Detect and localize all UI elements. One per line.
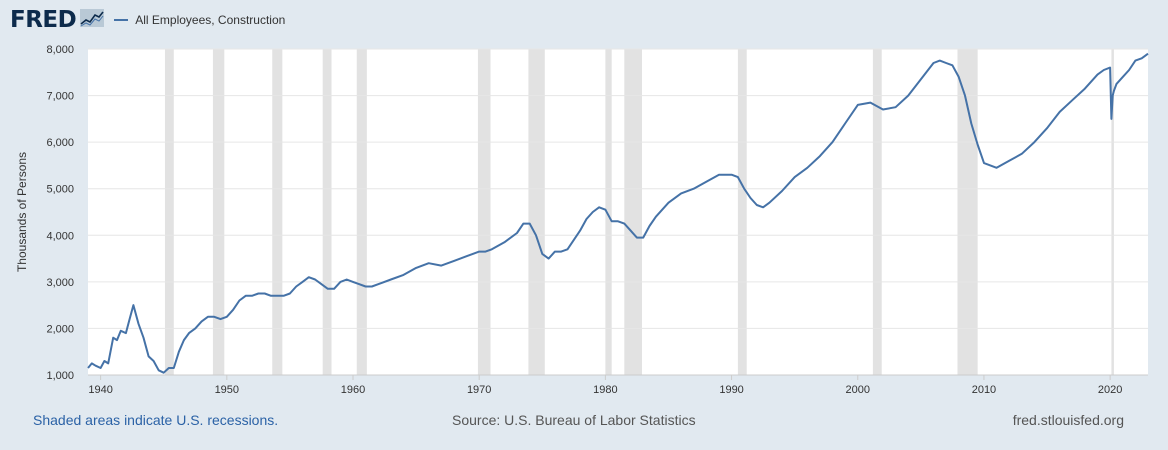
- legend-label: All Employees, Construction: [135, 13, 286, 27]
- x-tick-label: 1980: [593, 384, 617, 396]
- x-tick-label: 1970: [467, 384, 491, 396]
- y-tick-label: 3,000: [46, 277, 74, 289]
- grid-lines: [88, 48, 1148, 376]
- x-axis-ticks: 1940 1950 1960 1970 1980 1990 2000 2010 2020: [88, 375, 1122, 396]
- series-layer: [87, 52, 1149, 374]
- recession-band: [957, 49, 978, 375]
- recession-band: [477, 49, 491, 375]
- legend-swatch: [114, 19, 129, 21]
- recession-band: [624, 49, 642, 375]
- y-tick-label: 4,000: [46, 230, 74, 242]
- line-chart: Thousands of Persons 1,000 2,000 3,000 4,00…: [15, 44, 1149, 396]
- chart-legend: All Employees, Construction: [114, 13, 285, 27]
- y-tick-label: 1,000: [46, 370, 74, 382]
- x-tick-label: 2020: [1098, 384, 1122, 396]
- recession-band: [212, 49, 225, 375]
- recession-band: [1111, 49, 1114, 375]
- recession-band: [272, 49, 283, 375]
- recession-band: [356, 49, 367, 375]
- y-tick-label: 6,000: [46, 137, 74, 149]
- chart-line-icon: [80, 8, 105, 32]
- x-tick-label: 1960: [341, 384, 365, 396]
- x-tick-label: 2000: [846, 384, 870, 396]
- recession-band: [737, 49, 747, 375]
- recession-bands: [164, 49, 1114, 375]
- source-note: Source: U.S. Bureau of Labor Statistics: [452, 412, 696, 428]
- y-tick-label: 8,000: [46, 44, 74, 56]
- x-tick-label: 1990: [719, 384, 743, 396]
- x-tick-label: 1940: [88, 384, 112, 396]
- x-tick-label: 1950: [215, 384, 239, 396]
- y-axis-ticks: 1,000 2,000 3,000 4,000 5,000 6,000 7,000 8,000: [46, 44, 74, 382]
- recession-band: [528, 49, 545, 375]
- recession-band: [164, 49, 174, 375]
- recession-band: [322, 49, 332, 375]
- x-tick-label: 2010: [972, 384, 996, 396]
- y-tick-label: 2,000: [46, 323, 74, 335]
- y-axis-title: Thousands of Persons: [15, 152, 29, 272]
- site-link[interactable]: fred.stlouisfed.org: [1012, 412, 1124, 428]
- chart-footer: Shaded areas indicate U.S. recessions. S…: [0, 412, 1168, 432]
- recession-note-link[interactable]: Shaded areas indicate U.S. recessions.: [33, 412, 279, 428]
- y-tick-label: 5,000: [46, 184, 74, 196]
- recession-band: [605, 49, 612, 375]
- fred-logo-text: FRED: [10, 7, 77, 33]
- recession-band: [872, 49, 882, 375]
- series-line: [87, 52, 1149, 374]
- y-tick-label: 7,000: [46, 91, 74, 103]
- plot-area: [88, 49, 1148, 375]
- fred-logo[interactable]: FRED: [10, 7, 105, 33]
- chart-header: FRED All Employees, Construction: [10, 7, 285, 33]
